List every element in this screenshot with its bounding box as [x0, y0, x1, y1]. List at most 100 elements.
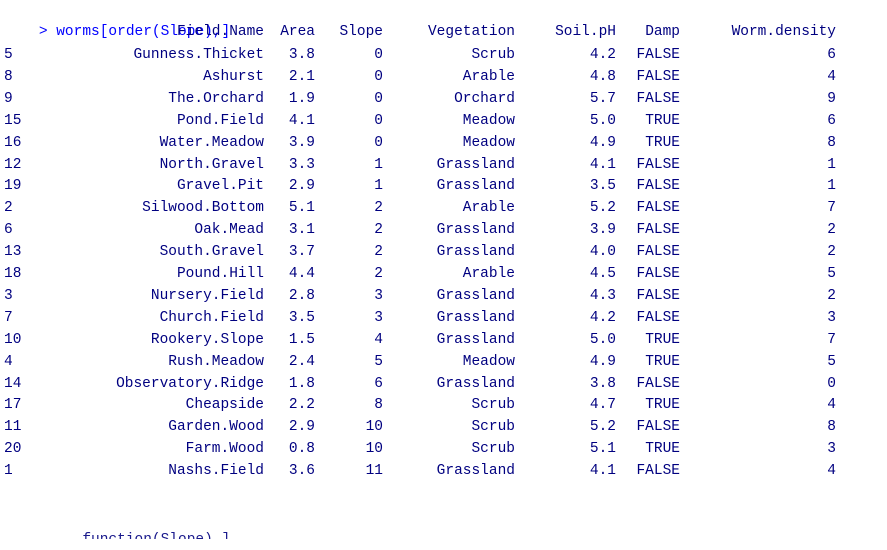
- cell-worm-density: 1: [827, 178, 836, 195]
- cell-vegetation: Grassland: [436, 375, 515, 392]
- cell-damp: TRUE: [645, 353, 680, 370]
- table-row: 11 Garden.Wood 2.9 10 Scrub 5.2 FALSE 8: [0, 417, 887, 437]
- cell-damp: FALSE: [636, 47, 680, 63]
- cell-worm-density: 5: [827, 266, 836, 282]
- cell-soil-ph: 5.7: [589, 90, 616, 107]
- cell-area: 3.5: [288, 309, 315, 326]
- cell-vegetation: Grassland: [436, 309, 515, 326]
- cell-vegetation: Grassland: [436, 222, 515, 239]
- cell-field-name: Garden.Wood: [168, 419, 264, 436]
- cell-vegetation: Scrub: [471, 47, 515, 63]
- cell-worm-density: 3: [827, 441, 836, 458]
- row-index: 9: [4, 90, 13, 107]
- cell-slope: 2: [374, 244, 383, 261]
- cell-damp: FALSE: [636, 419, 680, 436]
- cell-soil-ph: 4.1: [589, 156, 616, 173]
- cell-vegetation: Grassland: [436, 244, 515, 261]
- cell-worm-density: 4: [827, 397, 836, 414]
- cell-damp: TRUE: [645, 397, 680, 414]
- table-row: 5 Gunness.Thicket 3.8 0 Scrub 4.2 FALSE 6: [0, 45, 887, 65]
- cell-vegetation: Meadow: [462, 353, 515, 370]
- cell-slope: 2: [374, 200, 383, 217]
- row-index: 6: [4, 222, 13, 239]
- cell-field-name: The.Orchard: [168, 90, 264, 107]
- table-row: 13 South.Gravel 3.7 2 Grassland 4.0 FALSE 2: [0, 242, 887, 262]
- header-area: Area: [280, 24, 315, 40]
- row-index: 11: [4, 419, 22, 436]
- cell-worm-density: 4: [827, 68, 836, 85]
- cell-slope: 2: [374, 266, 383, 282]
- row-index: 5: [4, 47, 13, 63]
- cell-damp: TRUE: [645, 112, 680, 129]
- cell-slope: 0: [374, 90, 383, 107]
- cell-soil-ph: 5.2: [589, 419, 616, 436]
- row-index: 14: [4, 375, 22, 392]
- cell-slope: 2: [374, 222, 383, 239]
- table-row: 19 Gravel.Pit 2.9 1 Grassland 3.5 FALSE 1: [0, 176, 887, 196]
- row-index: 1: [4, 463, 13, 480]
- table-row: 7 Church.Field 3.5 3 Grassland 4.2 FALSE 3: [0, 308, 887, 328]
- table-row: 3 Nursery.Field 2.8 3 Grassland 4.3 FALSE 2: [0, 286, 887, 306]
- table-row: 15 Pond.Field 4.1 0 Meadow 5.0 TRUE 6: [0, 111, 887, 131]
- cell-damp: FALSE: [636, 266, 680, 282]
- table-row: 17 Cheapside 2.2 8 Scrub 4.7 TRUE 4: [0, 395, 887, 415]
- cell-vegetation: Grassland: [436, 331, 515, 348]
- cell-soil-ph: 3.9: [589, 222, 616, 239]
- cell-area: 3.9: [288, 134, 315, 151]
- header-worm-density: Worm.density: [731, 24, 836, 40]
- cell-vegetation: Arable: [462, 200, 515, 217]
- cell-vegetation: Orchard: [454, 90, 515, 107]
- row-index: 3: [4, 287, 13, 304]
- header-vegetation: Vegetation: [427, 24, 515, 40]
- row-index: 15: [4, 112, 22, 129]
- cell-soil-ph: 4.2: [589, 309, 616, 326]
- cell-field-name: Rush.Meadow: [168, 353, 264, 370]
- cell-area: 2.9: [288, 178, 315, 195]
- table-row: 8 Ashurst 2.1 0 Arable 4.8 FALSE 4: [0, 67, 887, 87]
- cell-area: 3.8: [288, 47, 315, 63]
- cell-worm-density: 8: [827, 134, 836, 151]
- cell-soil-ph: 4.9: [589, 353, 616, 370]
- cell-soil-ph: 3.8: [589, 375, 616, 392]
- cell-soil-ph: 4.7: [589, 397, 616, 414]
- cell-soil-ph: 5.2: [589, 200, 616, 217]
- header-soil-ph: Soil.pH: [555, 24, 616, 40]
- table-row: 9 The.Orchard 1.9 0 Orchard 5.7 FALSE 9: [0, 89, 887, 109]
- command-text: worms[order(Slope),]: [56, 24, 231, 40]
- cell-soil-ph: 4.9: [589, 134, 616, 151]
- cell-area: 3.3: [288, 156, 315, 173]
- cell-worm-density: 0: [827, 375, 836, 392]
- cell-vegetation: Scrub: [471, 419, 515, 436]
- table-row: 14 Observatory.Ridge 1.8 6 Grassland 3.8 FALSE…: [0, 374, 887, 394]
- cell-vegetation: Scrub: [471, 397, 515, 414]
- row-index: 12: [4, 156, 22, 173]
- cell-slope: 4: [374, 331, 383, 348]
- cell-damp: TRUE: [645, 134, 680, 151]
- cell-slope: 11: [365, 463, 383, 480]
- cell-soil-ph: 4.3: [589, 287, 616, 304]
- cell-slope: 8: [374, 397, 383, 414]
- row-index: 10: [4, 331, 22, 348]
- cell-slope: 3: [374, 309, 383, 326]
- cell-worm-density: 6: [827, 112, 836, 129]
- cell-vegetation: Scrub: [471, 441, 515, 458]
- cell-slope: 1: [374, 156, 383, 173]
- cell-soil-ph: 4.2: [589, 47, 616, 63]
- cell-field-name: Cheapside: [185, 397, 264, 414]
- cell-field-name: Nursery.Field: [150, 287, 264, 304]
- cell-field-name: North.Gravel: [159, 156, 264, 173]
- header-field-name: Field.Name: [176, 24, 264, 40]
- row-index: 2: [4, 200, 13, 217]
- cell-vegetation: Grassland: [436, 463, 515, 480]
- cell-soil-ph: 5.1: [589, 441, 616, 458]
- row-index: 4: [4, 353, 13, 370]
- table-row: 18 Pound.Hill 4.4 2 Arable 4.5 FALSE 5: [0, 264, 887, 284]
- cell-area: 2.4: [288, 353, 315, 370]
- cell-area: 2.9: [288, 419, 315, 436]
- cell-slope: 0: [374, 68, 383, 85]
- cell-soil-ph: 5.0: [589, 331, 616, 348]
- header-damp: Damp: [645, 24, 680, 40]
- table-row: 1 Nashs.Field 3.6 11 Grassland 4.1 FALSE 4: [0, 461, 887, 481]
- row-index: 8: [4, 68, 13, 85]
